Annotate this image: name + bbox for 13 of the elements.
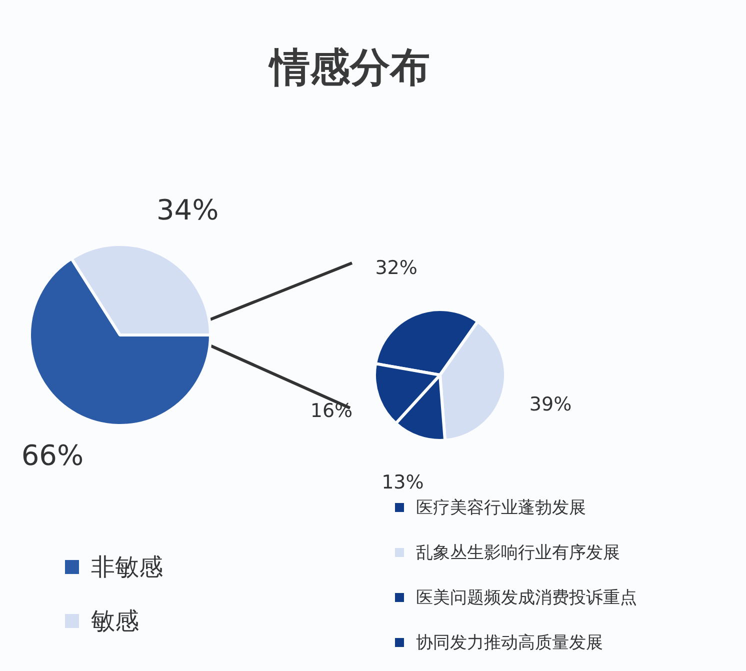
legend-label: 非敏感 (91, 552, 163, 583)
legend-label: 协同发力推动高质量发展 (416, 632, 603, 654)
legend-label: 乱象丛生影响行业有序发展 (416, 542, 620, 564)
data-label: 34% (156, 193, 219, 226)
legend-label: 医美问题频发成消费投诉重点 (416, 587, 637, 609)
legend-label: 敏感 (91, 606, 139, 637)
data-label: 66% (21, 439, 84, 472)
data-label: 16% (310, 400, 353, 422)
legend-label: 医疗美容行业蓬勃发展 (416, 497, 586, 519)
data-label: 32% (375, 256, 418, 279)
data-label: 13% (382, 471, 424, 494)
text: 情感分布 (267, 44, 431, 93)
data-label: 39% (529, 393, 572, 416)
